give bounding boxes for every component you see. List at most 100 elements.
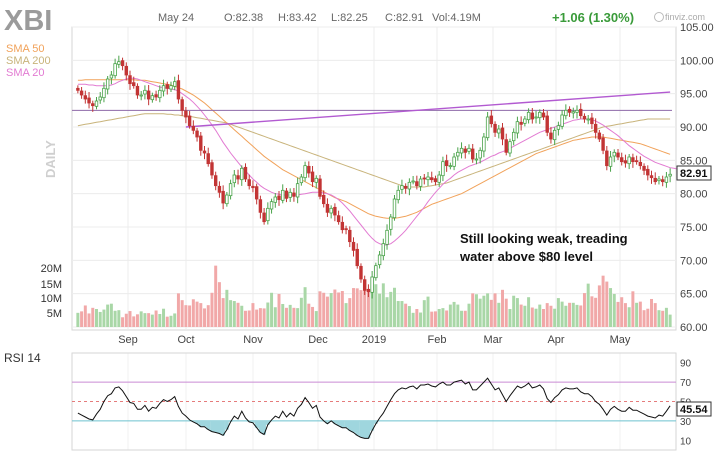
candle <box>523 116 527 127</box>
candle <box>139 91 143 101</box>
volume-bar <box>307 303 311 327</box>
candle <box>176 74 181 104</box>
volume-bar <box>433 311 437 327</box>
candle <box>493 121 497 137</box>
candle <box>653 172 657 185</box>
volume-bar <box>340 291 344 327</box>
volume-bar <box>616 301 620 327</box>
candle <box>132 76 136 89</box>
rsi-line <box>77 377 671 439</box>
candle <box>657 176 661 185</box>
price-tick-label: 60.00 <box>680 322 708 334</box>
candle <box>76 85 80 94</box>
candle <box>549 127 553 144</box>
candle <box>411 176 415 185</box>
candle <box>552 127 557 146</box>
volume-bar <box>121 317 125 327</box>
volume-bar <box>381 283 385 327</box>
volume-bar <box>575 304 579 327</box>
volume-bar <box>229 300 233 327</box>
candle <box>418 176 423 191</box>
candle <box>295 177 300 204</box>
volume-bar <box>359 290 363 327</box>
volume-bar <box>460 310 464 327</box>
volume-bar <box>329 293 333 327</box>
volume-bar <box>638 301 642 327</box>
volume-tick-label: 5M <box>47 308 62 320</box>
volume-bar <box>422 300 426 327</box>
candle <box>426 172 430 186</box>
candle <box>392 195 397 221</box>
candle <box>336 210 341 225</box>
candle <box>158 85 162 103</box>
volume-bar <box>430 311 434 327</box>
volume-bar <box>512 295 516 327</box>
candle <box>154 90 158 101</box>
candle <box>456 147 460 161</box>
volume-bar <box>143 313 147 327</box>
candle <box>433 175 438 186</box>
volume-bar <box>463 310 467 327</box>
candle <box>243 163 248 182</box>
candle <box>590 113 594 130</box>
volume-bar <box>590 296 594 327</box>
time-tick-label: Mar <box>484 334 503 346</box>
candle <box>269 198 274 214</box>
volume-bar <box>553 308 557 327</box>
candle <box>247 174 251 190</box>
volume-bar <box>113 310 117 327</box>
volume-bar <box>132 316 136 327</box>
volume-bar <box>664 307 668 327</box>
candle <box>251 180 255 193</box>
volume-bar <box>627 307 631 327</box>
time-tick-label: Oct <box>177 334 194 346</box>
candle <box>601 134 605 155</box>
candle <box>281 184 285 204</box>
candle <box>333 203 337 222</box>
time-tick-label: Apr <box>547 334 564 346</box>
volume-bar <box>519 304 523 327</box>
candle <box>620 152 624 166</box>
candle <box>415 175 419 190</box>
candle <box>631 153 635 168</box>
candle <box>318 175 322 200</box>
candle <box>530 108 535 124</box>
legend-sma20: SMA 20 <box>6 67 45 79</box>
volume-bar <box>389 291 393 327</box>
volume-bar <box>657 310 661 327</box>
volume-bar <box>98 311 102 327</box>
candle <box>94 97 99 110</box>
volume-bar <box>106 304 110 327</box>
volume-bar <box>374 284 378 327</box>
volume-bar <box>467 303 471 327</box>
volume-bar <box>448 304 452 327</box>
volume-bar <box>538 304 542 327</box>
volume-bar <box>262 308 266 327</box>
candle <box>560 110 564 130</box>
candle <box>534 111 538 124</box>
price-tick-label: 100.00 <box>680 55 714 67</box>
candle <box>236 169 240 185</box>
candle <box>467 144 471 155</box>
candle <box>143 85 147 100</box>
legend-sma200: SMA 200 <box>6 55 51 67</box>
volume-bar <box>411 312 415 327</box>
volume-bar <box>147 313 151 327</box>
candle <box>616 149 620 160</box>
volume-bar <box>415 309 419 327</box>
candle <box>407 178 412 196</box>
volume-bar <box>266 302 270 327</box>
timeframe-label: DAILY <box>43 140 58 178</box>
volume-bar <box>191 299 195 327</box>
volume-bar <box>471 293 475 327</box>
candle <box>396 185 400 204</box>
volume-bar <box>258 308 262 327</box>
finviz-logo[interactable]: finviz.com <box>654 12 706 22</box>
volume-bar <box>80 311 84 327</box>
volume-bar <box>162 308 166 327</box>
candle <box>206 147 210 167</box>
candle <box>217 181 222 198</box>
volume-bar <box>299 297 303 327</box>
price-tick-label: 70.00 <box>680 255 708 267</box>
candle <box>165 81 169 95</box>
